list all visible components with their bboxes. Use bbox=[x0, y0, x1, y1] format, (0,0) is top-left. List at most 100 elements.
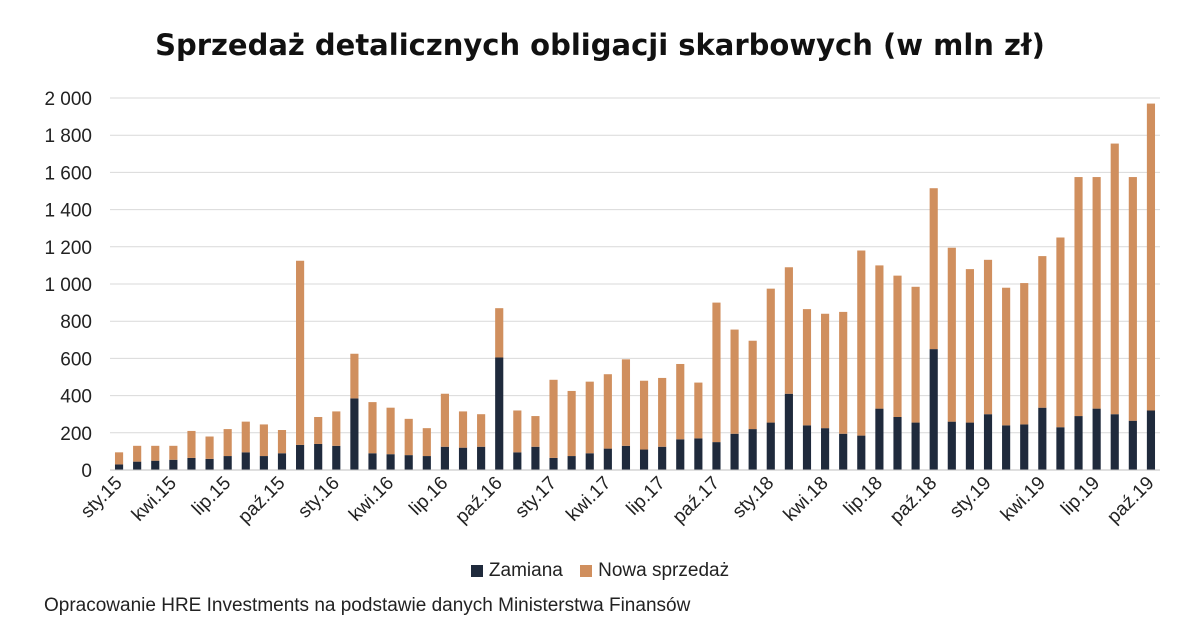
bar-zamiana bbox=[1110, 414, 1119, 470]
bar-zamiana bbox=[205, 458, 214, 470]
bar-zamiana bbox=[766, 422, 775, 470]
gridlines bbox=[110, 97, 1160, 434]
bar-nowa-sprzedaz bbox=[440, 393, 449, 447]
bar-zamiana bbox=[368, 453, 377, 470]
bar-zamiana bbox=[404, 455, 413, 470]
bar-zamiana bbox=[983, 414, 993, 470]
x-tick-label: sty.19 bbox=[946, 473, 996, 523]
bar-zamiana bbox=[621, 445, 631, 470]
bar-nowa-sprzedaz bbox=[712, 302, 721, 443]
y-tick-label: 600 bbox=[60, 349, 92, 370]
x-tick-label: paź.19 bbox=[1103, 473, 1158, 528]
legend-item-nowa-sprzedaz: Nowa sprzedaż bbox=[580, 560, 729, 582]
bar-zamiana bbox=[1146, 410, 1156, 470]
bar-zamiana bbox=[1056, 427, 1065, 470]
bar-nowa-sprzedaz bbox=[513, 410, 522, 453]
bar-nowa-sprzedaz bbox=[603, 374, 612, 449]
bar-nowa-sprzedaz bbox=[495, 308, 504, 358]
chart-plot-area: 0 200 400 600 800 1 000 1 200 1 400 1 600 1 800 2 … bbox=[44, 89, 1160, 528]
bar-zamiana bbox=[1128, 420, 1137, 470]
bar-nowa-sprzedaz bbox=[857, 250, 866, 436]
bar-nowa-sprzedaz bbox=[802, 309, 812, 426]
bar-nowa-sprzedaz bbox=[911, 286, 920, 423]
bar-zamiana bbox=[676, 439, 685, 470]
bar-zamiana bbox=[314, 443, 323, 470]
bar-nowa-sprzedaz bbox=[1002, 287, 1011, 426]
bar-zamiana bbox=[567, 456, 576, 470]
bars bbox=[114, 103, 1156, 470]
bar-nowa-sprzedaz bbox=[1110, 143, 1119, 415]
y-tick-label: 2 000 bbox=[44, 89, 92, 110]
bar-zamiana bbox=[1002, 425, 1011, 470]
bar-nowa-sprzedaz bbox=[205, 436, 214, 459]
bar-nowa-sprzedaz bbox=[658, 377, 667, 447]
bar-zamiana bbox=[513, 452, 522, 470]
bar-nowa-sprzedaz bbox=[549, 379, 558, 458]
bar-zamiana bbox=[296, 444, 305, 470]
bar-nowa-sprzedaz bbox=[296, 260, 305, 445]
x-tick-label: lip.17 bbox=[623, 473, 670, 520]
y-tick-label: 0 bbox=[81, 461, 92, 482]
chart-title: Sprzedaż detalicznych obligacji skarbowy… bbox=[155, 28, 1045, 62]
bar-nowa-sprzedaz bbox=[1020, 283, 1029, 425]
y-tick-label: 200 bbox=[60, 424, 92, 445]
x-tick-label: paź.16 bbox=[452, 473, 507, 528]
bar-nowa-sprzedaz bbox=[169, 445, 178, 460]
bar-zamiana bbox=[241, 452, 250, 470]
bar-zamiana bbox=[694, 438, 703, 470]
bar-zamiana bbox=[658, 446, 667, 470]
bar-nowa-sprzedaz bbox=[1092, 177, 1101, 409]
legend-label-nowa-sprzedaz: Nowa sprzedaż bbox=[598, 560, 730, 581]
bar-zamiana bbox=[422, 456, 431, 470]
bar-nowa-sprzedaz bbox=[314, 416, 323, 444]
bar-nowa-sprzedaz bbox=[1128, 177, 1137, 421]
bar-zamiana bbox=[748, 429, 757, 470]
bar-nowa-sprzedaz bbox=[983, 259, 993, 415]
bar-zamiana bbox=[603, 448, 612, 470]
bar-zamiana bbox=[223, 456, 232, 470]
bar-nowa-sprzedaz bbox=[187, 430, 196, 458]
x-tick-label: kwi.18 bbox=[780, 473, 833, 526]
x-tick-label: lip.16 bbox=[405, 473, 452, 520]
bar-nowa-sprzedaz bbox=[676, 363, 685, 440]
bar-nowa-sprzedaz bbox=[223, 429, 232, 457]
x-tick-label: lip.18 bbox=[840, 473, 887, 520]
bar-zamiana bbox=[495, 357, 504, 470]
bar-zamiana bbox=[440, 446, 449, 470]
bar-zamiana bbox=[386, 454, 395, 470]
bar-zamiana bbox=[893, 416, 902, 470]
bar-zamiana bbox=[1020, 424, 1029, 470]
bar-nowa-sprzedaz bbox=[748, 340, 757, 430]
bar-zamiana bbox=[458, 447, 468, 470]
bar-nowa-sprzedaz bbox=[259, 424, 268, 457]
bar-zamiana bbox=[114, 464, 124, 470]
x-tick-label: lip.15 bbox=[188, 473, 235, 520]
x-tick-label: paź.18 bbox=[886, 473, 941, 528]
bar-nowa-sprzedaz bbox=[947, 247, 956, 422]
bar-nowa-sprzedaz bbox=[277, 430, 287, 454]
bar-nowa-sprzedaz bbox=[839, 311, 848, 434]
bar-zamiana bbox=[133, 461, 142, 470]
y-tick-label: 800 bbox=[60, 312, 92, 333]
x-tick-label: lip.19 bbox=[1057, 473, 1104, 520]
bar-zamiana bbox=[875, 408, 884, 470]
bar-zamiana bbox=[857, 435, 866, 470]
bar-zamiana bbox=[1074, 416, 1083, 470]
x-tick-label: kwi.15 bbox=[128, 473, 181, 526]
bar-nowa-sprzedaz bbox=[1038, 256, 1047, 408]
x-tick-label: paź.17 bbox=[669, 473, 724, 528]
bar-nowa-sprzedaz bbox=[694, 382, 703, 439]
bar-nowa-sprzedaz bbox=[1074, 177, 1083, 417]
bar-nowa-sprzedaz bbox=[1056, 237, 1065, 428]
bar-nowa-sprzedaz bbox=[821, 313, 830, 429]
bar-zamiana bbox=[839, 433, 848, 470]
bar-zamiana bbox=[821, 428, 830, 470]
bar-zamiana bbox=[712, 442, 721, 470]
bar-zamiana bbox=[277, 453, 287, 470]
x-tick-label: kwi.17 bbox=[562, 473, 615, 526]
bar-zamiana bbox=[151, 460, 160, 470]
bar-zamiana bbox=[350, 398, 359, 470]
y-tick-label: 1 600 bbox=[44, 163, 92, 184]
bar-nowa-sprzedaz bbox=[730, 329, 739, 434]
bar-zamiana bbox=[187, 457, 196, 470]
